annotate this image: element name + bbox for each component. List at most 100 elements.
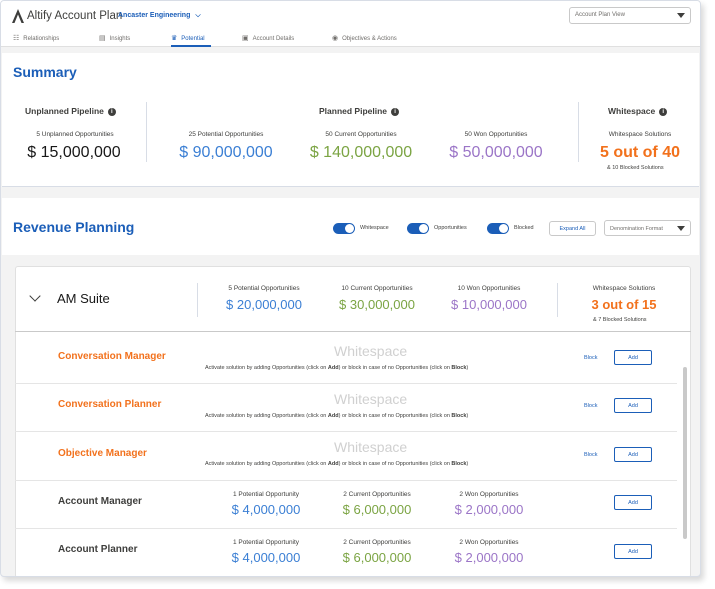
unplanned-pipeline-title-text: Unplanned Pipeline: [25, 106, 104, 116]
instructions-text: ): [466, 365, 469, 371]
relationships-icon: ☷: [13, 35, 20, 42]
solution-name[interactable]: Objective Manager: [58, 448, 147, 459]
instructions-text: Activate solution by adding Opportunitie…: [205, 413, 328, 419]
info-icon[interactable]: i: [391, 108, 400, 116]
block-link[interactable]: Block: [584, 355, 598, 361]
tab-label: Insights: [109, 36, 131, 42]
whitespace-toggle-label: Whitespace: [360, 225, 389, 231]
account-name: Ancaster Engineering: [118, 12, 191, 19]
instructions-text: ) or block in case of no Opportunities (…: [338, 461, 452, 467]
view-select-value: Account Plan View: [575, 12, 625, 18]
top-bar: Altify Account Plan Ancaster Engineering…: [1, 1, 700, 31]
row-divider: [15, 431, 677, 432]
won-opportunities-label: 50 Won Opportunities: [464, 131, 528, 138]
tab-objectives-actions[interactable]: ◉ Objectives & Actions: [332, 31, 397, 47]
instructions-block: Block: [451, 461, 467, 467]
suite-blocked-note: & 7 Blocked Solutions: [593, 317, 647, 323]
insights-icon: ▤: [99, 35, 106, 42]
add-button[interactable]: Add: [614, 447, 652, 462]
instructions-text: ): [466, 461, 469, 467]
dropdown-caret-icon: [677, 226, 685, 231]
instructions-block: Block: [451, 365, 467, 371]
blocked-toggle[interactable]: [487, 223, 509, 234]
current-opportunities-label: 2 Current Opportunities: [343, 491, 411, 498]
instructions-text: Activate solution by adding Opportunitie…: [205, 365, 328, 371]
current-value: $ 6,000,000: [342, 550, 412, 565]
planned-pipeline-title: Planned Pipeline i: [319, 106, 400, 116]
altify-logo-icon: [12, 9, 24, 23]
tab-insights[interactable]: ▤ Insights: [99, 31, 130, 47]
whitespace-instructions: Activate solution by adding Opportunitie…: [205, 365, 468, 371]
instructions-add: Add: [327, 413, 339, 419]
won-value: $ 50,000,000: [449, 144, 543, 161]
denomination-format-value: Denomination Format: [610, 226, 663, 232]
suite-whitespace-label: Whitespace Solutions: [592, 285, 656, 292]
tab-relationships[interactable]: ☷ Relationships: [13, 31, 59, 47]
potential-value: $ 90,000,000: [179, 144, 273, 161]
summary-card: [2, 53, 699, 187]
tab-label: Objectives & Actions: [342, 36, 397, 42]
divider: [15, 331, 691, 332]
target-icon: ◉: [332, 35, 339, 42]
solution-name[interactable]: Account Planner: [58, 544, 138, 555]
planned-pipeline-title-text: Planned Pipeline: [319, 106, 388, 116]
tab-account-details[interactable]: ▣ Account Details: [242, 31, 294, 47]
instructions-block: Block: [451, 413, 467, 419]
whitespace-title: Whitespace i: [608, 106, 668, 116]
add-button[interactable]: Add: [614, 350, 652, 365]
solution-name[interactable]: Conversation Manager: [58, 351, 166, 362]
potential-opportunity-label: 1 Potential Opportunity: [232, 539, 300, 546]
tab-label: Potential: [181, 36, 205, 42]
app-title: Altify Account Plan: [27, 10, 123, 22]
tab-label: Relationships: [23, 36, 60, 42]
potential-opportunities-label: 25 Potential Opportunities: [188, 131, 264, 138]
won-opportunities-label: 2 Won Opportunities: [459, 491, 519, 498]
revenue-planning-title: Revenue Planning: [13, 219, 135, 235]
suite-won-value: $ 10,000,000: [451, 297, 527, 312]
suite-potential-value: $ 20,000,000: [226, 297, 302, 312]
whitespace-solutions-label: Whitespace Solutions: [608, 131, 672, 138]
instructions-add: Add: [327, 365, 339, 371]
whitespace-placeholder-title: Whitespace: [334, 439, 408, 455]
divider: [146, 102, 147, 162]
current-value: $ 140,000,000: [309, 144, 413, 161]
view-select[interactable]: Account Plan View: [569, 7, 691, 24]
tab-label: Account Details: [252, 36, 295, 42]
opportunities-toggle[interactable]: [407, 223, 429, 234]
block-link[interactable]: Block: [584, 452, 598, 458]
suite-name: AM Suite: [57, 291, 110, 306]
potential-value: $ 4,000,000: [231, 502, 301, 517]
summary-title: Summary: [13, 64, 77, 80]
unplanned-opportunities-label: 5 Unplanned Opportunities: [36, 131, 114, 138]
divider: [557, 283, 558, 317]
instructions-text: Activate solution by adding Opportunitie…: [205, 461, 328, 467]
current-value: $ 6,000,000: [342, 502, 412, 517]
account-selector[interactable]: Ancaster Engineering ⌵: [118, 12, 201, 20]
blocked-solutions-note: & 10 Blocked Solutions: [607, 165, 664, 171]
row-divider: [15, 528, 677, 529]
suite-card: [15, 266, 691, 576]
add-button[interactable]: Add: [614, 544, 652, 559]
whitespace-toggle[interactable]: [333, 223, 355, 234]
whitespace-placeholder-title: Whitespace: [334, 391, 408, 407]
whitespace-placeholder-title: Whitespace: [334, 343, 408, 359]
solution-name[interactable]: Conversation Planner: [58, 399, 162, 410]
solution-name[interactable]: Account Manager: [58, 496, 142, 507]
add-button[interactable]: Add: [614, 398, 652, 413]
info-icon[interactable]: i: [107, 108, 116, 116]
tab-potential[interactable]: ♛ Potential: [171, 31, 211, 47]
clipboard-icon: ▣: [242, 35, 249, 42]
row-divider: [15, 480, 677, 481]
add-button[interactable]: Add: [614, 495, 652, 510]
instructions-text: ): [466, 413, 469, 419]
current-opportunities-label: 2 Current Opportunities: [343, 539, 411, 546]
won-value: $ 2,000,000: [454, 502, 524, 517]
denomination-format-select[interactable]: Denomination Format: [604, 220, 691, 236]
info-icon[interactable]: i: [659, 108, 668, 116]
scrollbar[interactable]: [683, 367, 687, 539]
divider: [197, 283, 198, 317]
potential-value: $ 4,000,000: [231, 550, 301, 565]
current-opportunities-label: 50 Current Opportunities: [325, 131, 397, 138]
expand-all-button[interactable]: Expand All: [549, 221, 596, 236]
block-link[interactable]: Block: [584, 403, 598, 409]
